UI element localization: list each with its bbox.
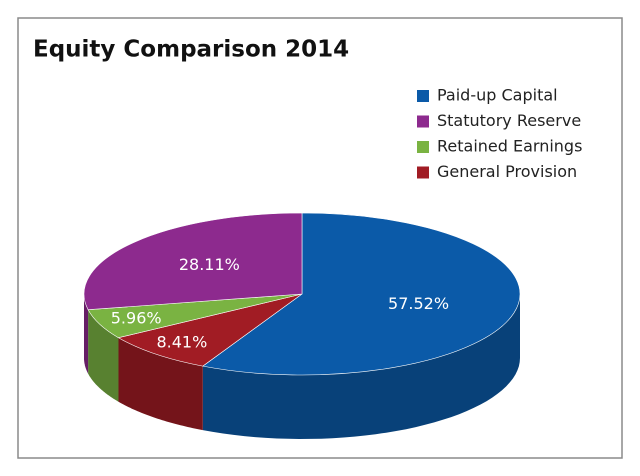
value-label: 5.96% [111, 308, 162, 327]
legend-label: General Provision [437, 162, 577, 181]
legend-label: Paid-up Capital [437, 86, 558, 105]
slice-top [117, 293, 303, 367]
legend-swatch [417, 90, 429, 102]
legend-swatch [417, 166, 429, 179]
legend-label: Statutory Reserve [437, 111, 581, 130]
slice-side [88, 309, 119, 402]
value-label: 57.52% [388, 294, 449, 313]
slice-side [118, 337, 203, 431]
slice-top [202, 212, 521, 376]
chart-title: Equity Comparison 2014 [33, 37, 349, 63]
slice-side [202, 294, 521, 439]
value-label: 8.41% [156, 333, 207, 352]
slice-side [84, 294, 89, 374]
legend-swatch [417, 115, 429, 128]
slice-top [83, 212, 303, 311]
legend-label: Retained Earnings [437, 137, 582, 156]
legend-swatch [417, 141, 429, 153]
value-label: 28.11% [179, 255, 240, 274]
